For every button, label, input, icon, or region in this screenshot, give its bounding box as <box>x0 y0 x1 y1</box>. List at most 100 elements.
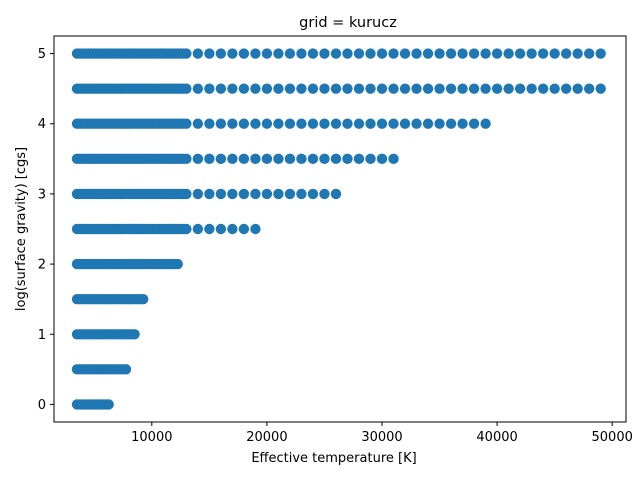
data-point <box>192 118 204 129</box>
x-tick-label: 40000 <box>476 430 517 445</box>
data-point <box>388 153 399 165</box>
data-point <box>560 83 572 94</box>
data-point <box>296 83 307 94</box>
data-point <box>376 153 388 165</box>
data-point <box>250 83 261 94</box>
data-point <box>181 48 192 59</box>
data-point <box>284 118 296 129</box>
data-point <box>172 258 183 270</box>
data-point <box>238 118 250 129</box>
data-point <box>181 153 192 165</box>
data-point <box>353 118 365 129</box>
data-point <box>284 48 296 59</box>
data-point <box>227 83 238 94</box>
data-point <box>261 118 273 129</box>
x-tick-label: 10000 <box>131 430 172 445</box>
data-point <box>353 48 365 59</box>
data-point <box>537 83 549 94</box>
data-point <box>468 83 480 94</box>
y-tick-label: 1 <box>38 328 46 343</box>
data-point <box>204 188 215 200</box>
data-point <box>365 153 376 165</box>
data-point <box>399 118 411 129</box>
data-point <box>250 48 261 59</box>
data-point <box>192 83 204 94</box>
data-point <box>376 118 388 129</box>
data-point <box>284 188 296 200</box>
data-point <box>353 83 365 94</box>
y-axis-label: log(surface gravity) [cgs] <box>14 147 29 311</box>
data-point <box>445 118 457 129</box>
data-point <box>319 118 330 129</box>
data-point <box>204 223 215 235</box>
data-point <box>491 48 503 59</box>
data-point <box>319 153 330 165</box>
x-tick-label: 20000 <box>246 430 287 445</box>
data-point <box>399 83 411 94</box>
data-point <box>434 48 445 59</box>
y-tick-label: 3 <box>38 187 46 202</box>
data-point <box>250 223 261 235</box>
data-point <box>330 48 342 59</box>
y-tick-label: 5 <box>38 47 46 62</box>
data-point <box>388 83 399 94</box>
data-point <box>353 153 365 165</box>
data-point <box>296 188 307 200</box>
data-point <box>319 48 330 59</box>
data-point <box>330 118 342 129</box>
plot-frame <box>53 35 627 423</box>
data-point <box>342 118 353 129</box>
data-point <box>422 48 434 59</box>
data-point <box>388 48 399 59</box>
data-point <box>491 83 503 94</box>
data-point <box>526 83 537 94</box>
y-tick-label: 0 <box>38 398 46 413</box>
data-point <box>411 83 422 94</box>
data-point <box>273 188 284 200</box>
x-tick-label: 30000 <box>361 430 402 445</box>
data-point <box>296 48 307 59</box>
data-point <box>215 223 227 235</box>
data-point <box>227 188 238 200</box>
data-point <box>181 188 192 200</box>
data-point <box>411 48 422 59</box>
data-point <box>342 153 353 165</box>
data-point <box>376 48 388 59</box>
data-point <box>284 153 296 165</box>
data-point <box>422 118 434 129</box>
data-point <box>480 48 491 59</box>
data-point <box>480 83 491 94</box>
data-point <box>330 83 342 94</box>
data-point <box>181 223 192 235</box>
data-point <box>514 83 526 94</box>
data-point <box>238 153 250 165</box>
data-point <box>204 48 215 59</box>
data-point <box>468 118 480 129</box>
data-point <box>503 83 514 94</box>
x-tick-label: 50000 <box>592 430 633 445</box>
data-points <box>71 48 606 410</box>
data-point <box>227 153 238 165</box>
data-point <box>250 153 261 165</box>
data-point <box>238 188 250 200</box>
data-point <box>376 83 388 94</box>
data-point <box>250 188 261 200</box>
data-point <box>365 118 376 129</box>
data-point <box>422 83 434 94</box>
data-point <box>204 118 215 129</box>
y-tick-label: 4 <box>38 117 46 132</box>
data-point <box>215 118 227 129</box>
data-point <box>330 153 342 165</box>
data-point <box>261 153 273 165</box>
data-point <box>273 83 284 94</box>
data-point <box>238 223 250 235</box>
data-point <box>261 188 273 200</box>
data-point <box>457 48 468 59</box>
data-point <box>434 83 445 94</box>
data-point <box>537 48 549 59</box>
data-point <box>129 329 140 340</box>
data-point <box>120 364 132 375</box>
data-point <box>227 118 238 129</box>
data-point <box>319 83 330 94</box>
